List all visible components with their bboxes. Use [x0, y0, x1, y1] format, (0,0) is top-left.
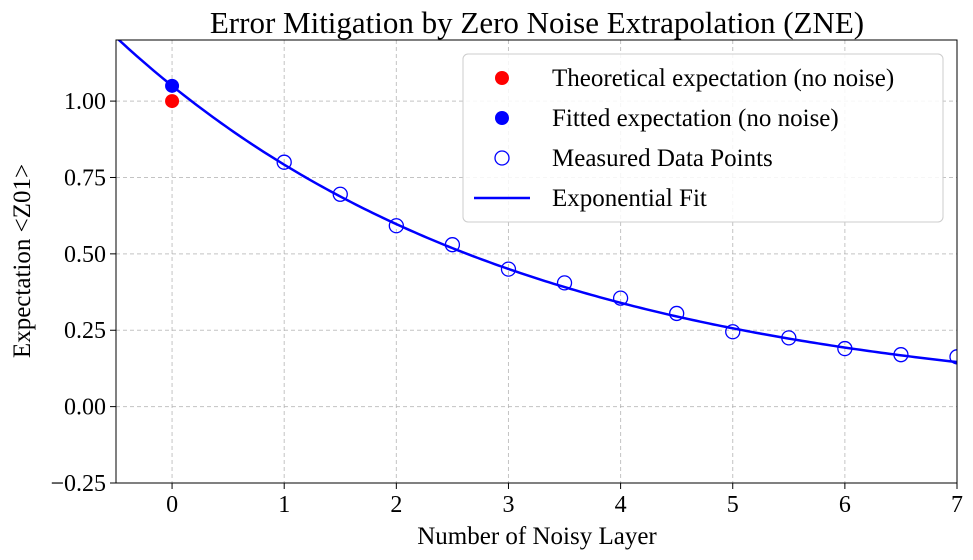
y-tick-label: 0.25	[64, 318, 106, 344]
y-tick-label: 0.50	[64, 242, 106, 268]
legend-box	[462, 53, 944, 223]
measured-data-point	[781, 330, 797, 346]
x-tick-label: 1	[278, 492, 290, 518]
measured-data-point	[500, 261, 517, 277]
legend-label: Theoretical expectation (no noise)	[552, 65, 894, 92]
measured-data-point	[388, 218, 404, 234]
y-tick-label: 0.00	[64, 395, 106, 421]
x-tick-label: 0	[166, 492, 178, 518]
legend-label: Measured Data Points	[552, 145, 773, 172]
fitted-point	[165, 78, 180, 93]
measured-data-point	[556, 275, 573, 291]
x-tick-label: 3	[502, 492, 514, 518]
measured-data-point	[612, 290, 629, 306]
measured-data-point	[444, 237, 461, 253]
measured-data-point	[949, 349, 957, 365]
measured-data-point	[893, 347, 909, 363]
y-tick-label: −0.25	[50, 471, 106, 497]
legend-label: Fitted expectation (no noise)	[552, 105, 839, 132]
x-tick-label: 4	[615, 492, 627, 518]
measured-data-point	[725, 324, 741, 340]
x-tick-label: 2	[390, 492, 402, 518]
legend-filled-marker	[495, 71, 509, 85]
y-tick-label: 1.00	[64, 89, 106, 115]
measured-data-point	[669, 305, 685, 322]
plot-area	[117, 40, 957, 365]
axis-ticks: 0 1 2 3 4 5 6 7 −0.25 0.00 0.25 0.50 0.75 1.00	[50, 89, 963, 518]
legend: Theoretical expectation (no noise) Fitted…	[462, 53, 944, 223]
chart-title: Error Mitigation by Zero Noise Extrapola…	[210, 5, 864, 40]
y-tick-label: 0.75	[64, 165, 106, 191]
measured-data-point	[276, 154, 292, 170]
measured-data-point	[332, 186, 348, 202]
legend-filled-marker	[495, 111, 509, 125]
measured-data-point	[837, 340, 853, 357]
theoretical-point	[165, 94, 180, 109]
legend-label: Exponential Fit	[552, 185, 707, 212]
exponential-fit-line	[117, 40, 957, 364]
plot-frame	[115, 39, 958, 484]
x-axis-label: Number of Noisy Layer	[417, 523, 657, 550]
y-axis-label: Expectation <Z01>	[9, 164, 36, 358]
x-tick-label: 7	[951, 492, 963, 518]
x-tick-label: 6	[839, 492, 851, 518]
legend-hollow-marker	[494, 150, 510, 166]
x-tick-label: 5	[727, 492, 739, 518]
